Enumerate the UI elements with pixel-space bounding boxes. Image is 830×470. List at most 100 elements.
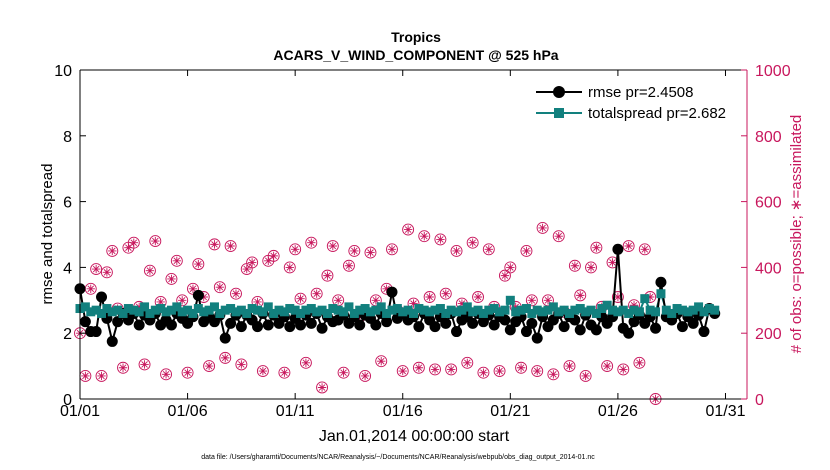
totalspread-point: [564, 308, 574, 318]
obs-assimilated-point: [484, 245, 494, 254]
obs-assimilated-point: [629, 301, 639, 310]
totalspread-point: [634, 307, 644, 317]
obs-assimilated-point: [500, 271, 510, 280]
obs-possible-point: [213, 281, 226, 294]
obs-possible-point: [160, 368, 173, 381]
totalspread-point: [279, 307, 289, 317]
obs-assimilated-point: [269, 251, 278, 261]
totalspread-point: [559, 305, 569, 315]
totalspread-point: [409, 308, 418, 318]
totalspread-point: [629, 305, 639, 315]
obs-possible-point: [348, 244, 361, 257]
obs-assimilated-point: [226, 241, 235, 251]
rmse-point: [451, 326, 463, 338]
totalspread-point: [624, 308, 634, 318]
totalspread-point: [102, 304, 112, 314]
rmse-point: [284, 321, 296, 333]
obs-assimilated-point: [199, 292, 208, 302]
obs-possible-point: [100, 266, 113, 279]
y-left-tick-label: 6: [63, 195, 72, 212]
totalspread-point: [199, 307, 209, 317]
ticks-layer: 01/01 01/06 01/11 01/16 01/21 01/26 01/31 0 2 4 6 8…: [54, 63, 790, 420]
obs-assimilated-point: [237, 360, 246, 369]
totalspread-point: [253, 305, 263, 315]
totalspread-point: [430, 305, 440, 315]
y-axis-label-left: rmse and totalspread: [39, 164, 56, 305]
obs-possible-point: [364, 246, 377, 259]
rmse-point: [574, 324, 586, 336]
obs-possible-point: [418, 230, 431, 243]
totalspread-point: [538, 307, 548, 317]
totalspread-point: [548, 302, 558, 312]
obs-possible-point: [515, 361, 528, 374]
y-right-tick-label: 0: [755, 392, 764, 409]
obs-possible-point: [531, 365, 544, 377]
obs-assimilated-point: [554, 231, 563, 241]
totalspread-point: [511, 307, 521, 317]
obs-assimilated-point: [215, 282, 225, 292]
obs-assimilated-point: [533, 366, 542, 376]
obs-assimilated-point: [140, 360, 149, 369]
obs-assimilated-point: [511, 302, 520, 312]
obs-assimilated-point: [178, 296, 187, 305]
rmse-point: [165, 319, 177, 331]
totalspread-point: [403, 305, 413, 315]
rmse-point: [133, 319, 145, 331]
obs-possible-point: [461, 356, 474, 369]
totalspread-point: [355, 305, 365, 315]
obs-possible-point: [289, 243, 302, 256]
obs-possible-point: [224, 240, 237, 252]
obs-possible-point: [504, 261, 517, 274]
totalspread-point: [290, 305, 300, 315]
obs-possible-point: [525, 294, 538, 307]
totalspread-point: [570, 305, 580, 315]
obs-assimilated-point: [543, 296, 553, 305]
obs-possible-point: [138, 358, 151, 371]
obs-assimilated-point: [350, 246, 359, 256]
obs-possible-point: [396, 365, 409, 377]
obs-assimilated-point: [204, 361, 214, 371]
rmse-point: [386, 286, 398, 298]
rmse-point: [295, 319, 307, 331]
rmse-point: [219, 332, 231, 344]
obs-possible-point: [95, 370, 108, 382]
totalspread-point: [651, 307, 661, 317]
totalspread-point: [215, 308, 225, 318]
obs-assimilated-point: [333, 296, 343, 305]
rmse-point: [531, 332, 543, 344]
totalspread-point: [387, 305, 397, 315]
totalspread-point: [91, 305, 101, 315]
rmse-point: [440, 317, 452, 329]
obs-assimilated-point: [221, 353, 230, 363]
totalspread-point: [441, 308, 451, 318]
obs-possible-point: [375, 355, 388, 368]
obs-possible-point: [498, 269, 511, 282]
obs-possible-point: [439, 287, 452, 300]
totalspread-point: [263, 302, 273, 312]
obs-assimilated-point: [102, 268, 112, 277]
totalspread-point: [694, 302, 704, 312]
totalspread-point: [134, 307, 144, 317]
obs-assimilated-point: [145, 266, 155, 275]
obs-possible-point: [203, 360, 216, 373]
chart-title: Tropics: [391, 29, 441, 45]
obs-possible-point: [149, 235, 162, 248]
obs-assimilated-point: [323, 271, 332, 280]
obs-assimilated-point: [506, 263, 515, 272]
obs-possible-point: [611, 291, 624, 303]
totalspread-point: [613, 307, 623, 317]
obs-assimilated-point: [194, 259, 203, 269]
rmse-point: [698, 326, 710, 338]
obs-possible-point: [278, 366, 291, 379]
totalspread-point: [231, 307, 241, 317]
rmse-point: [590, 324, 602, 336]
totalspread-point: [618, 305, 628, 315]
obs-possible-point: [326, 240, 339, 252]
obs-assimilated-point: [527, 296, 537, 305]
obs-possible-point: [574, 289, 587, 302]
totalspread-point: [505, 295, 515, 305]
obs-assimilated-point: [441, 289, 450, 298]
totalspread-point: [242, 308, 252, 318]
obs-assimilated-point: [420, 231, 429, 241]
obs-assimilated-point: [91, 264, 101, 274]
